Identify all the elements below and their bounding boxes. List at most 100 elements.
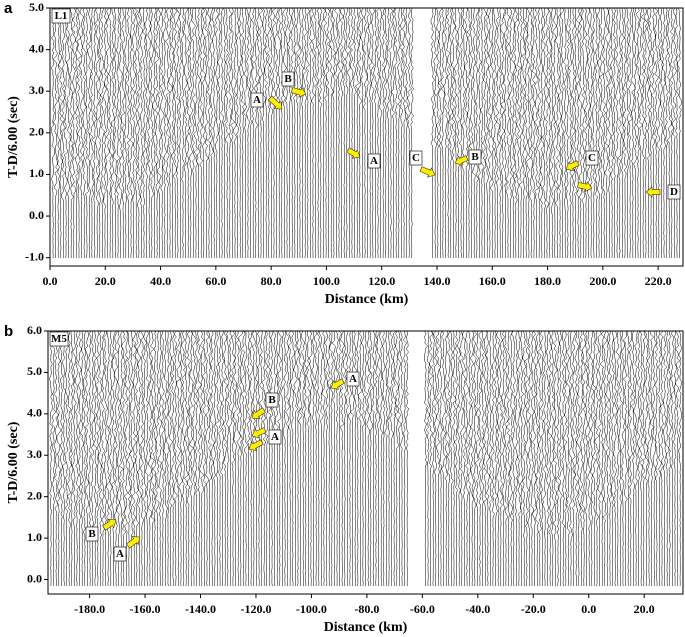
seismic-trace: [448, 330, 454, 587]
seismic-trace: [331, 330, 337, 587]
seismic-trace: [447, 7, 453, 258]
seismic-trace: [206, 7, 212, 258]
seismic-trace: [363, 330, 369, 587]
x-tick-label: 200.0: [589, 274, 616, 288]
seismic-trace: [339, 330, 345, 587]
seismic-trace: [227, 330, 233, 586]
seismic-trace: [453, 330, 459, 587]
seismic-trace: [165, 7, 171, 258]
seismic-trace: [354, 7, 360, 259]
seismic-trace: [443, 7, 449, 259]
seismic-trace: [264, 330, 270, 587]
seismic-trace: [508, 330, 514, 587]
seismic-trace: [584, 330, 589, 587]
arrow: [645, 186, 661, 198]
seismic-trace: [464, 330, 470, 587]
seismic-trace: [576, 330, 582, 586]
seismic-trace: [188, 7, 194, 258]
arrow: [248, 439, 264, 452]
annotation: B: [284, 73, 292, 85]
seismic-trace: [108, 330, 114, 587]
seismic-trace: [591, 330, 597, 587]
seismic-trace: [240, 7, 246, 258]
seismic-trace: [285, 330, 290, 587]
seismic-trace: [622, 330, 629, 587]
seismic-trace: [89, 7, 95, 259]
seismic-trace: [357, 7, 363, 259]
seismic-trace: [612, 7, 617, 258]
seismic-trace: [490, 330, 496, 587]
seismic-trace: [630, 7, 636, 259]
seismic-trace: [66, 7, 71, 259]
seismic-trace: [586, 330, 592, 587]
seismic-trace: [336, 7, 341, 258]
seismic-trace: [139, 7, 144, 259]
arrow: [251, 407, 266, 420]
seismic-trace: [437, 7, 444, 259]
seismic-trace: [214, 7, 219, 258]
seismic-trace: [531, 330, 538, 586]
seismic-trace: [498, 7, 503, 259]
x-tick-label: -140.0: [185, 602, 216, 616]
seismic-trace: [435, 7, 440, 258]
seismic-trace: [370, 7, 376, 259]
seismic-trace: [49, 330, 54, 587]
annotation: B: [88, 528, 96, 540]
seismic-trace: [131, 330, 137, 587]
seismic-trace: [184, 330, 189, 587]
seismic-trace: [390, 7, 396, 259]
seismic-trace: [306, 330, 311, 586]
seismic-trace: [578, 7, 583, 259]
seismic-trace: [207, 330, 213, 587]
seismic-trace: [149, 330, 156, 587]
seismic-trace: [461, 330, 468, 587]
annotation: A: [253, 94, 261, 106]
seismic-trace: [607, 7, 612, 259]
seismic-trace: [71, 7, 77, 258]
seismic-trace: [75, 7, 79, 259]
seismic-trace: [194, 330, 199, 587]
seismic-trace: [394, 330, 400, 586]
seismic-trace: [238, 7, 243, 258]
seismic-trace: [245, 7, 251, 259]
seismic-trace: [90, 330, 95, 586]
seismic-trace: [99, 7, 105, 259]
seismic-trace: [224, 7, 229, 258]
seismic-trace: [113, 7, 118, 258]
seismic-trace: [74, 330, 80, 587]
seismic-trace: [103, 330, 108, 587]
arrow: [565, 160, 580, 172]
seismic-trace: [531, 7, 536, 259]
seismic-trace: [362, 7, 368, 259]
x-tick-label: 0.0: [43, 274, 58, 288]
seismic-trace: [172, 7, 178, 258]
seismic-trace: [389, 330, 395, 587]
seismic-trace: [444, 330, 449, 587]
arrow: [346, 147, 361, 159]
seismic-trace: [485, 330, 490, 587]
x-tick-label: 40.0: [150, 274, 171, 288]
seismic-trace: [61, 330, 67, 587]
seismic-trace: [300, 330, 306, 587]
seismic-trace: [503, 7, 508, 259]
seismic-trace: [219, 330, 225, 587]
seismic-trace: [550, 7, 555, 259]
seismic-trace: [71, 330, 77, 587]
seismic-trace: [213, 330, 217, 586]
y-tick-label: 5.0: [29, 0, 44, 14]
seismic-trace: [82, 7, 87, 259]
seismic-trace: [305, 7, 311, 259]
annotation: C: [588, 152, 596, 164]
seismic-trace: [188, 330, 195, 587]
seismic-trace: [539, 7, 544, 259]
seismic-trace: [157, 7, 162, 258]
seismic-trace: [610, 8, 615, 258]
line-label-box: [49, 331, 69, 347]
seismic-trace: [628, 330, 634, 587]
seismic-trace: [178, 330, 183, 587]
seismic-trace: [261, 330, 267, 586]
seismic-trace: [248, 7, 253, 258]
seismic-trace: [505, 7, 511, 259]
seismic-trace: [672, 330, 677, 587]
y-axis-title: T-D/6.00 (sec): [6, 96, 21, 178]
